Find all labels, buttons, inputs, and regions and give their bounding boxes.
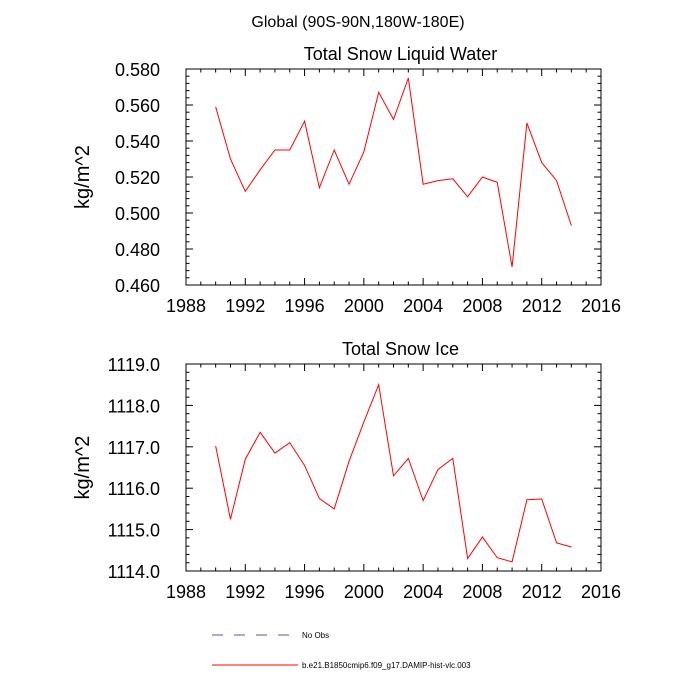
series-line	[215, 382, 572, 563]
y-tick-label: 0.540	[115, 132, 160, 152]
y-tick-label: 1119.0	[108, 355, 160, 375]
y-axis-label: kg/m^2	[72, 145, 94, 209]
y-tick-label: 1114.0	[108, 562, 160, 582]
y-tick-label: 0.500	[115, 204, 160, 224]
panel-title: Total Snow Ice	[342, 339, 459, 359]
y-tick-label: 0.580	[115, 60, 160, 80]
panel-title: Total Snow Liquid Water	[304, 44, 497, 64]
x-tick-label: 1996	[285, 582, 325, 602]
plot-frame	[185, 68, 602, 286]
legend: No Obs b.e21.B1850cmip6.f09_g17.DAMIP-his…	[212, 631, 471, 670]
y-tick-label: 0.560	[115, 96, 160, 116]
x-tick-label: 2012	[522, 582, 562, 602]
x-tick-label: 2008	[462, 582, 502, 602]
y-tick-label: 0.460	[115, 276, 160, 296]
x-tick-label: 1992	[225, 582, 265, 602]
y-tick-label: 1116.0	[108, 479, 160, 499]
panel-1: Total Snow Liquid Water 1988 1992 1996 2000 2…	[72, 44, 621, 316]
x-tick-label: 2000	[344, 296, 384, 316]
y-tick-label: 0.520	[115, 168, 160, 188]
page-title: Global (90S-90N,180W-180E)	[251, 14, 464, 31]
x-tick-label: 1988	[166, 582, 206, 602]
x-tick-label: 1988	[166, 296, 206, 316]
y-tick-label: 0.480	[115, 240, 160, 260]
y-tick-label: 1117.0	[108, 438, 160, 458]
x-tick-label: 1992	[225, 296, 265, 316]
x-tick-label: 1996	[285, 296, 325, 316]
y-tick-label: 1118.0	[108, 396, 160, 416]
x-tick-label: 2004	[403, 296, 443, 316]
legend-item: b.e21.B1850cmip6.f09_g17.DAMIP-hist-vlc.…	[212, 661, 471, 670]
legend-label: No Obs	[302, 631, 329, 640]
x-tick-label: 2012	[522, 296, 562, 316]
x-tick-label: 2004	[403, 582, 443, 602]
y-tick-label: 1115.0	[108, 521, 160, 541]
series-line	[215, 77, 572, 268]
x-tick-label: 2008	[462, 296, 502, 316]
x-tick-label: 2016	[581, 582, 621, 602]
chart-panels: Total Snow Liquid Water 1988 1992 1996 2000 2…	[72, 44, 621, 602]
x-tick-label: 2000	[344, 582, 384, 602]
y-axis-label: kg/m^2	[72, 436, 94, 500]
panel-2: Total Snow Ice 1988 1992 1996 2000 2004 2008 20…	[72, 339, 621, 602]
legend-item: No Obs	[212, 631, 329, 640]
plot-frame	[185, 363, 602, 572]
x-tick-label: 2016	[581, 296, 621, 316]
legend-label: b.e21.B1850cmip6.f09_g17.DAMIP-hist-vlc.…	[302, 661, 471, 670]
